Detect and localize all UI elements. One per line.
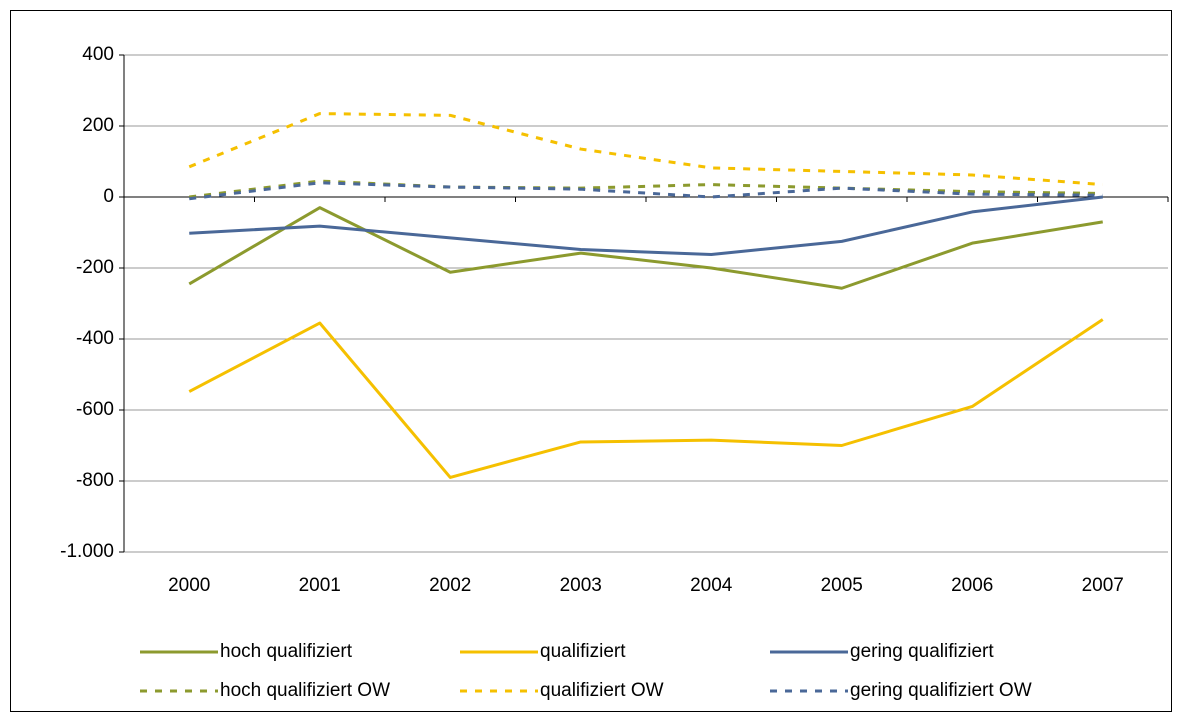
legend-label: hoch qualifiziert	[220, 641, 353, 662]
x-tick-label: 2004	[690, 575, 733, 596]
x-tick-label: 2003	[560, 575, 602, 596]
x-tick-label: 2005	[821, 575, 863, 596]
legend-label: hoch qualifiziert OW	[220, 680, 390, 701]
legend-label: qualifiziert	[540, 641, 626, 662]
series-line	[188, 318, 1104, 479]
x-tick-label: 2000	[168, 575, 210, 596]
y-tick-label: -200	[76, 257, 114, 278]
series-line	[189, 181, 1103, 201]
y-tick-label: -400	[76, 328, 114, 349]
legend-label: gering qualifiziert	[850, 641, 994, 662]
legend-label: gering qualifiziert OW	[850, 680, 1032, 701]
series-line	[189, 195, 1103, 257]
x-tick-label: 2002	[429, 575, 471, 596]
x-tick-label: 2006	[951, 575, 993, 596]
y-tick-label: -1.000	[60, 541, 114, 562]
x-tick-label: 2007	[1082, 575, 1124, 596]
legend-label: qualifiziert OW	[540, 680, 664, 701]
x-tick-label: 2001	[299, 575, 341, 596]
y-tick-label: 400	[82, 44, 114, 65]
y-tick-label: 0	[103, 186, 114, 207]
y-tick-label: -600	[76, 399, 114, 420]
y-tick-label: -800	[76, 470, 114, 491]
series-line	[188, 206, 1103, 290]
y-tick-label: 200	[82, 115, 114, 136]
chart-frame	[10, 10, 1172, 712]
